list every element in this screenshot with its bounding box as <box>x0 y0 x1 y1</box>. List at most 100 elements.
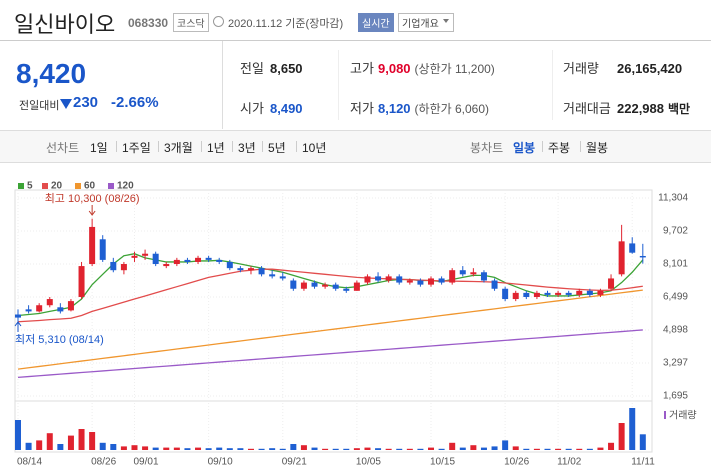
candle-body <box>173 259 180 265</box>
divider <box>222 41 223 129</box>
volume-bar <box>173 447 180 450</box>
volume-bar <box>57 444 64 450</box>
candle-body <box>618 241 625 275</box>
volume-bar <box>142 446 149 450</box>
y-tick-label: 6,499 <box>663 292 688 303</box>
volume-bar <box>78 429 85 450</box>
y-tick-label: 3,297 <box>663 358 688 369</box>
candle-body <box>608 278 615 289</box>
summary-value: 26,165,420 <box>617 61 683 76</box>
candle-body <box>512 292 519 300</box>
summary-label: 저가 <box>350 101 374 116</box>
period-button[interactable]: 1일 <box>90 141 108 155</box>
summary-cell: 저가 8,120 (하한가 6,060) <box>350 98 489 117</box>
x-tick-label: 08/14 <box>17 457 42 468</box>
candle-body <box>322 284 329 287</box>
price-panel <box>0 40 711 129</box>
candle-body <box>152 253 159 265</box>
candle-body <box>237 268 244 271</box>
candle-body <box>449 270 456 283</box>
period-button[interactable]: 5년 <box>268 141 286 155</box>
volume-bar <box>131 445 138 450</box>
change-amount: 230 <box>73 94 99 111</box>
candle-period-button[interactable]: 월봉 <box>586 141 609 155</box>
base-date: 2020.11.12 기준(장마감) <box>228 18 344 30</box>
candle-body <box>459 270 466 275</box>
current-price: 8,420 <box>16 58 87 89</box>
low-annotation: 최저 5,310 (08/14) <box>15 333 104 346</box>
volume-bar <box>502 440 509 450</box>
volume-bar <box>343 448 350 450</box>
volume-bar <box>99 442 106 450</box>
volume-bar <box>639 434 646 450</box>
volume-bar <box>629 408 636 450</box>
candle-body <box>428 278 435 285</box>
candle-body <box>576 290 583 295</box>
clock-icon <box>213 16 224 27</box>
divider <box>338 50 339 120</box>
legend-swatch <box>108 183 114 189</box>
volume-bar <box>184 448 191 450</box>
summary-value: 222,988 <box>617 101 664 116</box>
legend-label: 120 <box>117 181 134 192</box>
period-button[interactable]: 1주일 <box>122 141 151 155</box>
summary-note: (하한가 6,060) <box>414 102 490 116</box>
summary-cell: 고가 9,080 (상한가 11,200) <box>350 58 495 77</box>
volume-bar <box>269 448 276 450</box>
candle-period-button[interactable]: 주봉 <box>548 141 571 155</box>
candle-body <box>67 301 74 311</box>
chart-toolbar: 선차트 1일 1주일 3개월 1년 3년 5년 10년 봉차트 일봉 주봉 월봉 <box>0 130 711 163</box>
candle-body <box>417 280 424 285</box>
volume-bar <box>110 444 117 450</box>
volume-bar <box>428 447 435 450</box>
summary-note: (상한가 11,200) <box>414 62 495 76</box>
volume-bar <box>67 435 74 450</box>
volume-bar <box>195 447 202 450</box>
plot-frame <box>14 189 653 453</box>
candle-body <box>300 282 307 289</box>
legend-swatch <box>18 183 24 189</box>
period-button[interactable]: 3년 <box>238 141 256 155</box>
candle-body <box>480 272 487 281</box>
volume-bar <box>205 448 212 450</box>
summary-cell: 거래대금 222,988 백만 <box>563 98 690 117</box>
period-button[interactable]: 10년 <box>302 141 327 155</box>
volume-label: 거래량 <box>669 410 697 422</box>
candle-body <box>311 282 318 287</box>
candle-body <box>332 284 339 289</box>
candle-body <box>375 276 382 281</box>
volume-bar <box>279 448 286 450</box>
summary-value: 8,650 <box>270 61 303 76</box>
volume-bar <box>290 444 297 450</box>
moving-average-line <box>17 268 643 323</box>
candle-body <box>46 299 53 306</box>
period-button[interactable]: 1년 <box>207 141 225 155</box>
volume-bar <box>46 433 53 450</box>
summary-label: 거래량 <box>563 61 599 76</box>
candle-period-button[interactable]: 일봉 <box>513 141 536 155</box>
divider <box>552 50 553 120</box>
volume-bar <box>322 448 329 450</box>
summary-label: 고가 <box>350 61 374 76</box>
volume-bar <box>491 446 498 450</box>
volume-bar <box>25 442 32 450</box>
separator <box>232 141 233 152</box>
separator <box>296 141 297 152</box>
volume-bar <box>438 448 445 450</box>
volume-bar <box>586 448 593 450</box>
down-arrow <box>60 99 72 109</box>
realtime-button[interactable]: 실시간 <box>358 13 394 32</box>
legend-label: 60 <box>84 181 96 192</box>
candle-body <box>110 261 117 271</box>
volume-bar <box>152 447 159 450</box>
candle-body <box>597 290 604 295</box>
period-button[interactable]: 3개월 <box>164 141 193 155</box>
volume-bar <box>555 448 562 450</box>
summary-cell: 거래량 26,165,420 <box>563 58 682 77</box>
y-tick-label: 9,702 <box>663 226 688 237</box>
volume-bar <box>89 432 96 450</box>
y-tick-label: 8,101 <box>663 259 688 270</box>
overview-dropdown[interactable]: 기업개요 <box>398 13 454 32</box>
volume-bar <box>364 447 371 450</box>
volume-bar <box>216 447 223 450</box>
